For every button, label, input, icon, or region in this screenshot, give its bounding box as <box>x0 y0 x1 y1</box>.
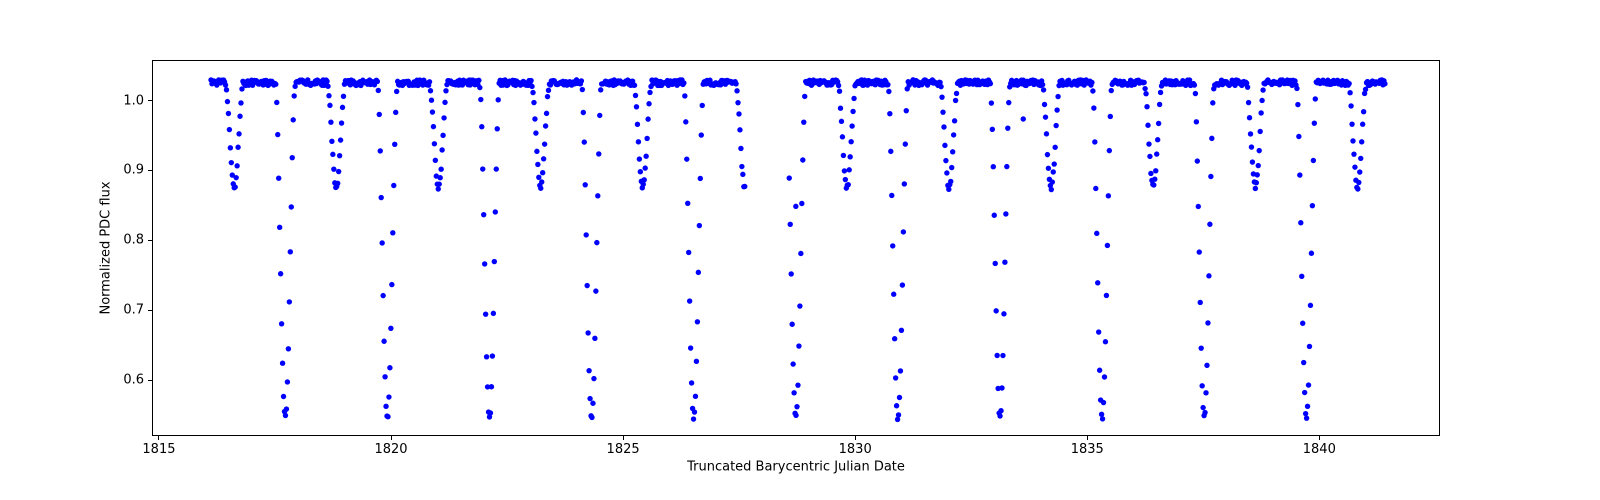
xtick-label: 1825 <box>607 442 640 457</box>
xtick-label: 1840 <box>1303 442 1336 457</box>
data-series <box>208 77 1387 422</box>
ytick-label: 0.8 <box>123 233 144 248</box>
xtick-label: 1830 <box>839 442 872 457</box>
xtick-label: 1815 <box>142 442 175 457</box>
xtick-label: 1820 <box>374 442 407 457</box>
x-axis-label: Truncated Barycentric Julian Date <box>687 460 905 475</box>
xtick-mark <box>623 436 624 440</box>
figure: 1815 1820 1825 1830 1835 1840 0.6 0.7 0.8 0.9 1.0… <box>0 0 1600 500</box>
ytick-label: 0.9 <box>123 163 144 178</box>
xtick-label: 1835 <box>1071 442 1104 457</box>
y-axis-label: Normalized PDC flux <box>99 181 114 314</box>
plot-axes <box>152 60 1440 436</box>
ytick-mark <box>148 380 152 381</box>
scatter-plot <box>153 61 1441 437</box>
xtick-mark <box>158 436 159 440</box>
ytick-mark <box>148 310 152 311</box>
ytick-label: 0.7 <box>123 303 144 318</box>
xtick-mark <box>1319 436 1320 440</box>
ytick-label: 1.0 <box>123 93 144 108</box>
ytick-mark <box>148 170 152 171</box>
xtick-mark <box>391 436 392 440</box>
xtick-mark <box>1087 436 1088 440</box>
ytick-mark <box>148 100 152 101</box>
xtick-mark <box>855 436 856 440</box>
ytick-mark <box>148 240 152 241</box>
ytick-label: 0.6 <box>123 373 144 388</box>
